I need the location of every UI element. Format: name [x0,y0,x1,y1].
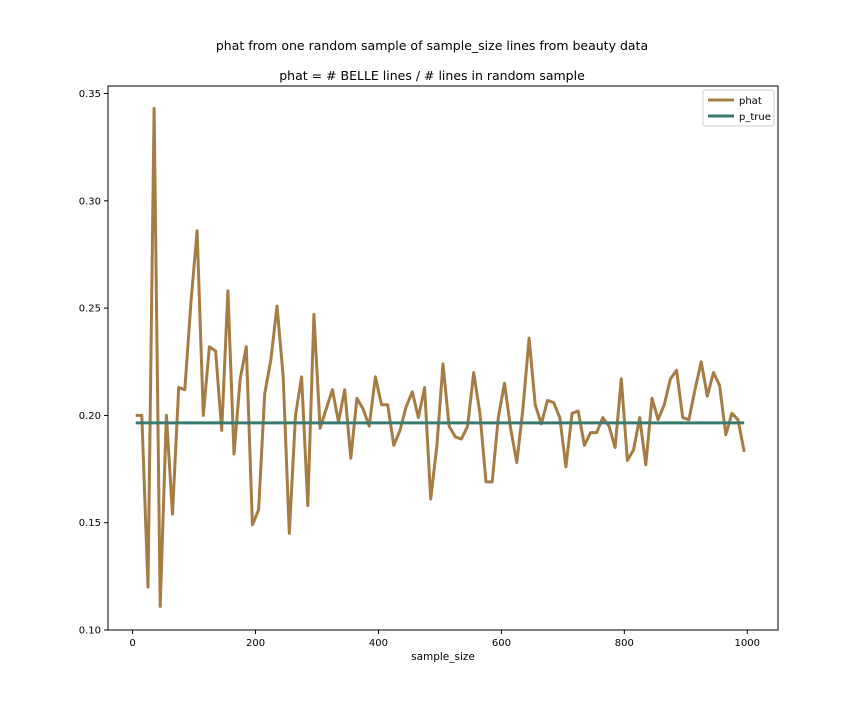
x-tick-label: 0 [129,638,135,649]
y-tick-label: 0.25 [79,304,101,315]
series-line-phat [135,107,746,608]
axis-ticks: 0 200 400 600 800 1000 0.10 0.15 0.20 0.25 0.30 0.3… [79,89,760,649]
legend-label-phat: phat [739,96,762,107]
legend: phat p_true [702,89,775,127]
chart-title: phat from one random sample of sample_si… [215,38,649,53]
x-tick-label: 1000 [735,638,760,649]
x-tick-label: 800 [615,638,634,649]
y-tick-label: 0.30 [79,196,101,207]
plot-area-frame [107,85,779,631]
y-tick-label: 0.10 [79,626,101,637]
x-tick-label: 600 [492,638,511,649]
y-tick-label: 0.35 [79,89,101,100]
x-axis-label: sample_size [411,651,475,663]
x-tick-label: 200 [246,638,265,649]
series-lines [135,107,746,608]
y-tick-label: 0.20 [79,411,101,422]
chart-subtitle: phat = # BELLE lines / # lines in random… [279,68,585,83]
legend-label-p-true: p_true [739,112,771,123]
y-tick-label: 0.15 [79,518,101,529]
x-tick-label: 400 [369,638,388,649]
